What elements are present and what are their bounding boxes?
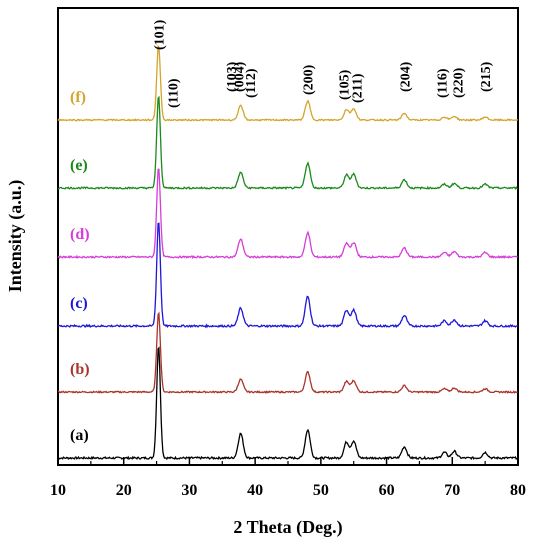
peak-label: (215) [479, 61, 494, 92]
series-label-f: (f) [70, 89, 86, 106]
peak-label: (200) [302, 64, 317, 95]
series-label-layer: (a) (b) (c) (d) (e) (f) [70, 89, 90, 444]
peak-label: (204) [398, 61, 413, 92]
x-tick-label: 30 [181, 482, 197, 499]
series-line-b [58, 311, 518, 394]
peak-label: (211) [351, 73, 366, 103]
peak-label: (105) [338, 69, 353, 100]
series-label-b: (b) [70, 361, 90, 378]
series-label-e: (e) [70, 157, 88, 174]
peak-label: (101) [153, 19, 168, 50]
peak-label: (116) [435, 68, 450, 98]
peak-label: (103) [225, 61, 240, 92]
peak-label: (110) [166, 78, 181, 108]
x-tick-label: 60 [379, 482, 395, 499]
series-line-f [57, 44, 519, 122]
series-layer [57, 44, 519, 461]
x-tick-label: 50 [313, 482, 329, 499]
peak-label-layer: (101) (110) (103)(004)(112) (200) (105)(211)… [153, 19, 495, 108]
x-tick-label: 10 [50, 482, 66, 499]
peak-label: (220) [451, 67, 466, 98]
x-axis-title: 2 Theta (Deg.) [233, 517, 342, 538]
x-tick-label: 70 [444, 482, 460, 499]
series-line-d [57, 168, 518, 260]
y-axis-title: Intensity (a.u.) [5, 180, 26, 293]
x-tick-label: 80 [510, 482, 526, 499]
x-tick-label: 20 [116, 482, 132, 499]
series-label-d: (d) [70, 226, 90, 243]
series-line-c [57, 222, 518, 329]
peak-label: (112) [244, 68, 259, 98]
tick-layer: 10 20 30 40 50 60 70 80 [50, 457, 526, 499]
peak-label: (004) [233, 61, 248, 92]
series-line-a [57, 346, 519, 461]
series-label-c: (c) [70, 295, 88, 312]
series-line-e [57, 95, 518, 191]
x-tick-label: 40 [247, 482, 263, 499]
series-label-a: (a) [70, 427, 89, 444]
